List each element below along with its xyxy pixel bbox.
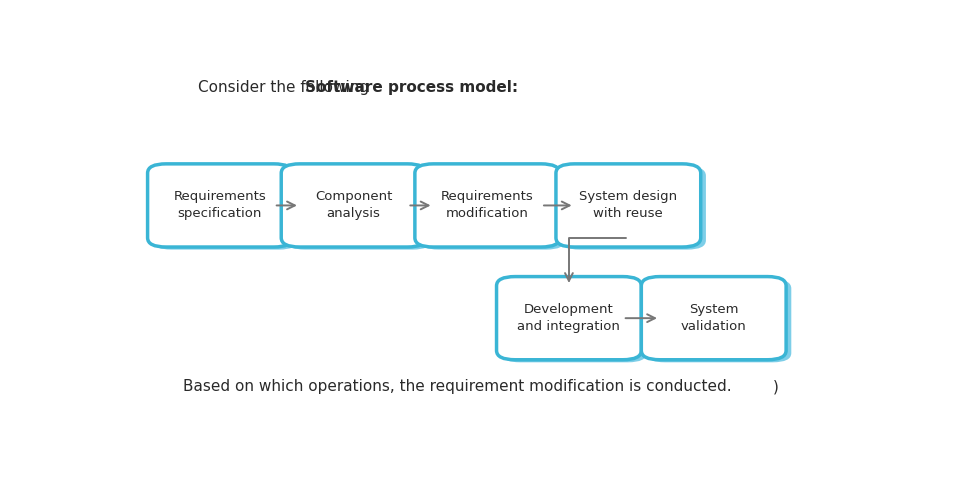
FancyBboxPatch shape [420,167,565,250]
Text: Requirements
specification: Requirements specification [173,191,266,220]
Text: Based on which operations, the requirement modification is conducted.: Based on which operations, the requireme… [183,379,732,394]
Text: System design
with reuse: System design with reuse [580,191,677,220]
FancyBboxPatch shape [496,276,641,360]
FancyBboxPatch shape [152,167,298,250]
FancyBboxPatch shape [502,279,647,362]
FancyBboxPatch shape [148,164,292,247]
Text: Component
analysis: Component analysis [315,191,393,220]
Text: Development
and integration: Development and integration [517,303,621,333]
FancyBboxPatch shape [647,279,791,362]
Text: Consider the following: Consider the following [197,80,374,95]
FancyBboxPatch shape [282,164,426,247]
Text: Software process model:: Software process model: [306,80,518,95]
FancyBboxPatch shape [561,167,706,250]
Text: System
validation: System validation [681,303,746,333]
FancyBboxPatch shape [641,276,787,360]
FancyBboxPatch shape [286,167,431,250]
FancyBboxPatch shape [556,164,700,247]
Text: Requirements
modification: Requirements modification [441,191,534,220]
Text: ): ) [773,379,779,394]
FancyBboxPatch shape [415,164,559,247]
